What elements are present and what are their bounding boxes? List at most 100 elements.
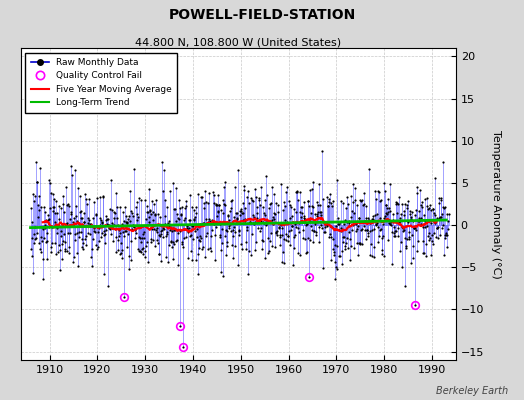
Point	[134, 214, 142, 221]
Point	[146, 206, 154, 213]
Point	[375, 233, 383, 240]
Point	[185, 225, 193, 231]
Point	[332, 266, 341, 272]
Point	[405, 236, 413, 242]
Point	[404, 219, 412, 225]
Point	[74, 229, 83, 235]
Point	[138, 244, 147, 251]
Point	[205, 220, 214, 226]
Point	[183, 255, 192, 262]
Point	[213, 202, 221, 208]
Point	[100, 228, 108, 234]
Point	[301, 236, 309, 243]
Point	[248, 219, 257, 226]
Point	[92, 242, 101, 248]
Point	[265, 248, 274, 254]
Point	[294, 250, 302, 256]
Point	[358, 226, 366, 232]
Point	[397, 239, 405, 246]
Point	[106, 206, 115, 212]
Point	[129, 223, 138, 230]
Point	[354, 252, 362, 258]
Point	[417, 215, 425, 222]
Point	[329, 246, 337, 252]
Point	[122, 213, 130, 219]
Point	[89, 236, 97, 242]
Point	[93, 245, 102, 252]
Point	[319, 218, 327, 224]
Point	[296, 189, 304, 196]
Point	[423, 233, 432, 239]
Point	[304, 234, 312, 241]
Point	[139, 228, 148, 235]
Point	[389, 217, 397, 223]
Point	[365, 220, 374, 226]
Point	[203, 230, 211, 236]
Point	[374, 224, 382, 230]
Point	[39, 276, 47, 282]
Point	[420, 218, 429, 224]
Point	[317, 208, 325, 215]
Point	[234, 262, 242, 268]
Point	[249, 197, 257, 204]
Point	[286, 202, 294, 208]
Point	[61, 238, 69, 245]
Point	[308, 227, 316, 233]
Point	[130, 226, 139, 233]
Point	[148, 237, 157, 243]
Point	[67, 210, 75, 217]
Point	[36, 164, 44, 171]
Point	[103, 222, 112, 229]
Point	[80, 219, 88, 225]
Point	[40, 235, 48, 242]
Point	[263, 220, 271, 226]
Point	[381, 212, 389, 219]
Point	[117, 250, 125, 256]
Point	[216, 206, 225, 213]
Point	[295, 220, 303, 226]
Point	[59, 238, 67, 244]
Point	[90, 228, 98, 234]
Point	[256, 225, 265, 231]
Point	[397, 211, 405, 217]
Point	[294, 229, 303, 235]
Point	[162, 233, 170, 239]
Point	[439, 222, 447, 228]
Point	[159, 226, 168, 232]
Point	[133, 210, 141, 217]
Point	[283, 219, 291, 226]
Point	[42, 239, 50, 246]
Point	[416, 187, 424, 194]
Point	[45, 223, 53, 230]
Point	[43, 230, 52, 237]
Point	[34, 214, 42, 220]
Point	[425, 230, 433, 236]
Point	[176, 323, 184, 330]
Point	[395, 219, 403, 225]
Point	[274, 202, 282, 208]
Point	[216, 234, 224, 240]
Point	[110, 215, 118, 221]
Point	[70, 214, 78, 221]
Point	[27, 218, 36, 225]
Point	[95, 225, 103, 231]
Point	[411, 302, 419, 308]
Point	[414, 238, 422, 244]
Point	[63, 200, 72, 207]
Point	[138, 246, 146, 252]
Point	[166, 224, 174, 231]
Point	[140, 254, 149, 260]
Point	[317, 221, 325, 228]
Point	[124, 231, 133, 237]
Point	[60, 209, 68, 215]
Point	[385, 220, 393, 226]
Point	[328, 224, 336, 230]
Point	[126, 218, 134, 224]
Point	[219, 272, 227, 279]
Point	[245, 200, 254, 206]
Point	[207, 233, 215, 239]
Point	[415, 214, 423, 221]
Point	[385, 205, 394, 211]
Point	[143, 209, 151, 215]
Point	[214, 192, 223, 198]
